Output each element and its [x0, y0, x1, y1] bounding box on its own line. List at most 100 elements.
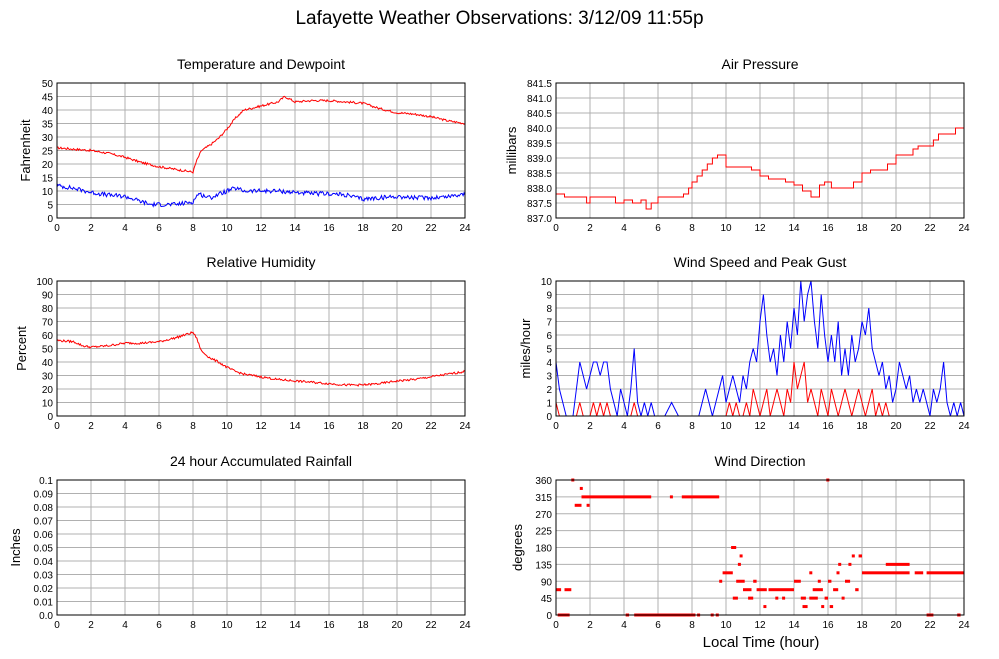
x-tick-label: 12 — [255, 223, 267, 234]
wind-direction-point — [564, 588, 572, 592]
y-tick-label: 225 — [535, 527, 552, 538]
wind-direction-point — [833, 588, 839, 592]
x-tick-label: 22 — [425, 620, 437, 631]
y-tick-label: 70 — [42, 318, 54, 329]
wind-direction-point — [574, 503, 582, 507]
wind-direction-point — [862, 571, 910, 575]
y-tick-label: 841.5 — [527, 79, 552, 90]
wind-direction-point — [848, 562, 852, 566]
y-tick-label: 10 — [42, 399, 54, 410]
y-tick-label: 60 — [42, 331, 54, 342]
y-tick-label: 0.02 — [34, 584, 54, 595]
x-tick-label: 2 — [88, 620, 94, 631]
wind-direction-point — [817, 579, 821, 583]
y-tick-label: 45 — [541, 594, 553, 605]
x-tick-label: 8 — [689, 421, 695, 432]
y-tick-label: 10 — [541, 277, 553, 288]
x-tick-label: 8 — [190, 223, 196, 234]
y-tick-label: 45 — [42, 93, 54, 104]
x-tick-label: 8 — [190, 421, 196, 432]
x-tick-label: 6 — [655, 620, 661, 631]
plot-frame — [56, 82, 466, 219]
x-tick-label: 10 — [720, 620, 732, 631]
x-tick-label: 24 — [958, 223, 970, 234]
y-tick-label: 0 — [546, 412, 552, 423]
y-tick-label: 40 — [42, 358, 54, 369]
y-tick-label: 0.07 — [34, 517, 54, 528]
x-tick-label: 20 — [391, 620, 403, 631]
y-tick-label: 837.0 — [527, 214, 552, 225]
y-tick-label: 839.0 — [527, 154, 552, 165]
x-tick-label: 2 — [587, 421, 593, 432]
x-tick-label: 14 — [289, 421, 301, 432]
y-tick-label: 837.5 — [527, 199, 552, 210]
y-tick-label: 30 — [42, 372, 54, 383]
wind-direction-point — [828, 579, 832, 583]
wind-direction-point — [581, 495, 652, 499]
y-tick-label: 270 — [535, 510, 552, 521]
plot-frame — [56, 280, 466, 417]
x-tick-label: 20 — [391, 223, 403, 234]
wind-direction-point — [719, 579, 723, 583]
wind-direction-point — [812, 588, 823, 592]
x-tick-label: 16 — [323, 421, 335, 432]
x-tick-label: 6 — [655, 421, 661, 432]
wind-direction-point — [763, 605, 767, 609]
y-tick-label: 6 — [546, 331, 552, 342]
wind-direction-point — [836, 571, 840, 575]
y-tick-label: 0.01 — [34, 598, 54, 609]
wind-direction-point — [737, 562, 741, 566]
wind-direction-point — [669, 495, 673, 499]
chart-title: 24 hour Accumulated Rainfall — [170, 453, 352, 469]
x-tick-label: 8 — [689, 223, 695, 234]
x-tick-label: 10 — [221, 421, 233, 432]
series-line — [57, 95, 466, 174]
x-tick-label: 24 — [459, 620, 471, 631]
y-tick-label: 135 — [535, 560, 552, 571]
wind-direction-point — [914, 571, 924, 575]
x-tick-label: 18 — [357, 223, 369, 234]
y-axis-label: millibars — [504, 126, 519, 174]
chart-title: Wind Speed and Peak Gust — [674, 254, 847, 270]
x-tick-label: 12 — [754, 620, 766, 631]
x-tick-label: 14 — [788, 421, 800, 432]
wind-direction-point — [782, 596, 786, 600]
y-tick-label: 50 — [42, 79, 54, 90]
x-tick-label: 4 — [621, 223, 627, 234]
wind-direction-point — [731, 546, 737, 549]
x-tick-label: 8 — [190, 620, 196, 631]
x-tick-label: 4 — [122, 620, 128, 631]
y-tick-label: 0.05 — [34, 544, 54, 555]
y-tick-label: 180 — [535, 544, 552, 555]
wind-direction-point — [739, 554, 743, 558]
x-tick-label: 6 — [156, 223, 162, 234]
y-tick-label: 20 — [42, 160, 54, 171]
plot-frame — [56, 479, 466, 616]
wind-direction-point — [768, 588, 794, 592]
y-axis-label: miles/hour — [518, 318, 533, 379]
y-tick-label: 5 — [47, 201, 53, 212]
x-tick-label: 18 — [856, 620, 868, 631]
x-tick-label: 6 — [156, 421, 162, 432]
wind-direction-point — [556, 588, 562, 592]
y-axis-label: Percent — [14, 326, 29, 371]
x-tick-label: 20 — [890, 223, 902, 234]
wind-direction-point — [841, 596, 845, 600]
x-tick-label: 6 — [156, 620, 162, 631]
x-tick-label: 14 — [788, 223, 800, 234]
wind-direction-point — [858, 554, 862, 558]
y-tick-label: 0.03 — [34, 571, 54, 582]
y-tick-label: 0.08 — [34, 503, 54, 514]
x-tick-label: 20 — [890, 421, 902, 432]
wind-direction-point — [845, 579, 851, 583]
x-tick-label: 2 — [88, 421, 94, 432]
series-line — [556, 127, 965, 210]
wind-direction-point — [794, 579, 801, 583]
wind-direction-point — [586, 503, 590, 507]
x-tick-label: 10 — [221, 620, 233, 631]
x-tick-label: 2 — [587, 223, 593, 234]
wind-direction-point — [855, 588, 859, 592]
x-tick-label: 18 — [856, 421, 868, 432]
